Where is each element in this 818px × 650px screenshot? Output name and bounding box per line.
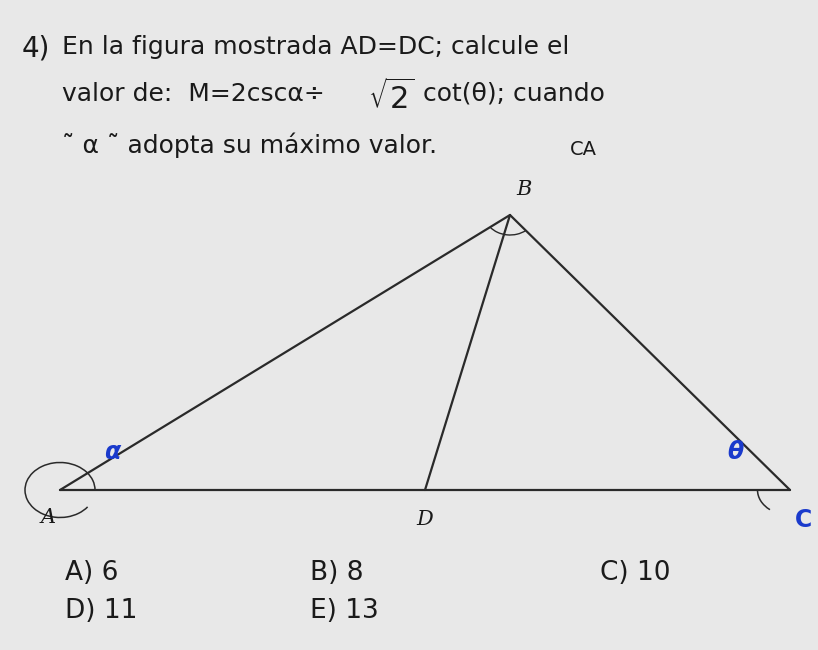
Text: α: α bbox=[104, 440, 120, 464]
Text: CA: CA bbox=[570, 140, 597, 159]
Text: ˜ α ˜ adopta su máximo valor.: ˜ α ˜ adopta su máximo valor. bbox=[62, 132, 437, 157]
Text: En la figura mostrada AD=DC; calcule el: En la figura mostrada AD=DC; calcule el bbox=[62, 35, 569, 59]
Text: E) 13: E) 13 bbox=[310, 598, 379, 624]
Text: A) 6: A) 6 bbox=[65, 560, 119, 586]
Text: $\sqrt{2}$: $\sqrt{2}$ bbox=[368, 79, 415, 115]
Text: θ: θ bbox=[727, 440, 743, 464]
Text: D) 11: D) 11 bbox=[65, 598, 137, 624]
Text: D: D bbox=[416, 510, 434, 529]
Text: B: B bbox=[516, 180, 532, 199]
Text: 4): 4) bbox=[22, 35, 51, 63]
Text: cot(θ); cuando: cot(θ); cuando bbox=[415, 82, 605, 106]
Text: valor de:  M=2cscα÷: valor de: M=2cscα÷ bbox=[62, 82, 325, 106]
Text: B) 8: B) 8 bbox=[310, 560, 363, 586]
Text: C) 10: C) 10 bbox=[600, 560, 671, 586]
Text: A: A bbox=[40, 508, 56, 527]
Text: C: C bbox=[795, 508, 812, 532]
